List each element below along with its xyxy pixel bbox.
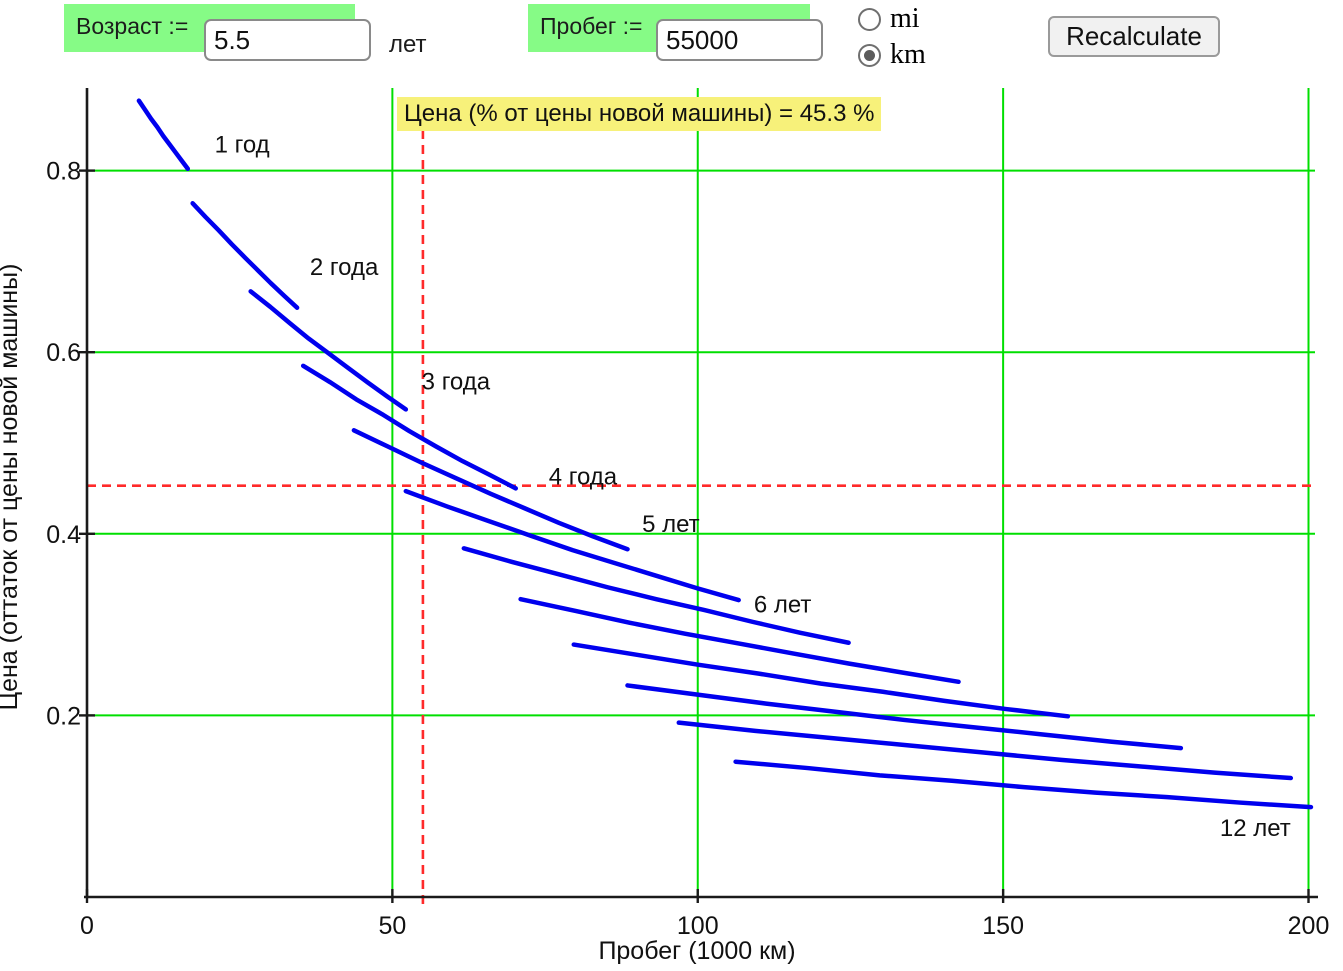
x-tick-label: 100 — [677, 912, 719, 940]
depreciation-curve-3 — [248, 289, 409, 412]
curve-label: 6 лет — [754, 592, 812, 619]
depreciation-curve-9 — [571, 642, 1071, 719]
depreciation-curve-10 — [625, 683, 1184, 751]
x-axis-title: Пробег (1000 км) — [598, 937, 795, 965]
x-tick-label: 50 — [378, 912, 406, 940]
age-input[interactable] — [204, 19, 371, 61]
depreciation-curve-12 — [733, 759, 1314, 810]
curve-label: 12 лет — [1220, 815, 1291, 842]
curve-label: 3 года — [422, 368, 491, 395]
mileage-label: Пробег := — [540, 13, 643, 39]
result-label: Цена (% от цены новой машины) = 45.3 % — [397, 97, 882, 131]
unit-radio-km[interactable]: km — [858, 41, 926, 69]
y-tick-label: 0.4 — [46, 521, 81, 549]
depreciation-curve-2 — [190, 201, 300, 310]
unit-radio-mi[interactable]: mi — [858, 5, 920, 33]
curve-label: 1 год — [215, 131, 270, 158]
y-tick-label: 0.6 — [46, 339, 81, 367]
depreciation-curve-6 — [403, 488, 741, 603]
depreciation-curve-7 — [461, 546, 851, 646]
mileage-input[interactable] — [656, 19, 823, 61]
x-tick-label: 200 — [1288, 912, 1330, 940]
radio-circle-km[interactable] — [858, 43, 881, 67]
curve-label: 5 лет — [642, 511, 700, 538]
age-label: Возраст := — [76, 13, 189, 39]
y-axis-title: Цена (оттаток от цены новой машины) — [0, 264, 23, 711]
recalculate-button[interactable]: Recalculate — [1048, 16, 1220, 57]
depreciation-curve-5 — [351, 428, 630, 552]
unit-radio-mi-label: mi — [890, 3, 920, 34]
depreciation-curve-8 — [518, 596, 961, 685]
x-tick-label: 150 — [982, 912, 1024, 940]
curve-label: 2 года — [310, 254, 379, 281]
depreciation-curve-1 — [136, 98, 191, 172]
x-tick-label: 0 — [80, 912, 94, 940]
unit-radio-km-label: km — [890, 39, 926, 70]
age-unit-label: лет — [389, 31, 427, 58]
depreciation-curve-4 — [300, 363, 518, 491]
y-tick-label: 0.8 — [46, 158, 81, 186]
y-tick-label: 0.2 — [46, 702, 81, 730]
depreciation-curve-11 — [676, 720, 1294, 781]
curve-label: 4 года — [549, 464, 618, 491]
radio-circle-mi[interactable] — [858, 7, 881, 31]
